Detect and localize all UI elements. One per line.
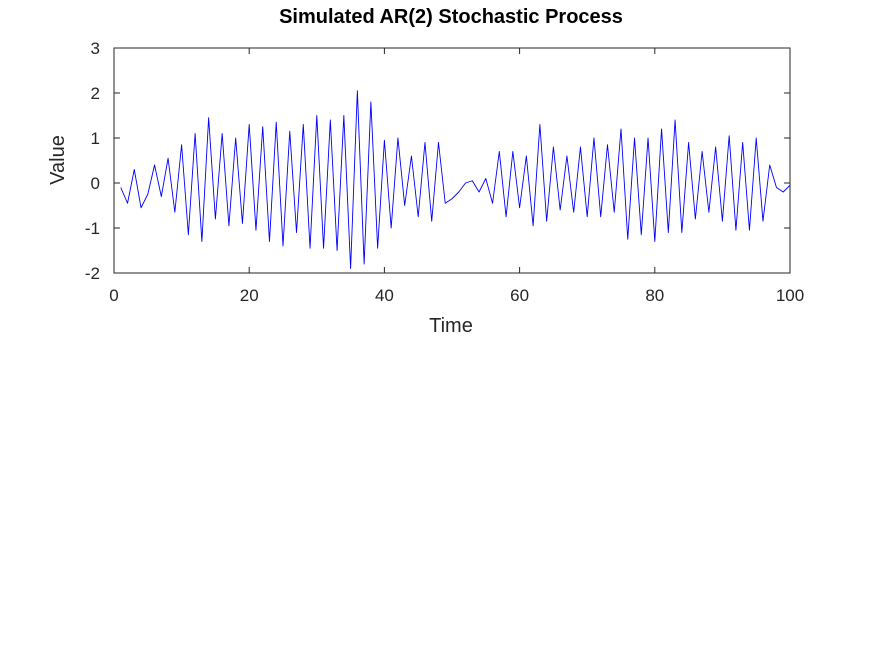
- x-tick-label: 0: [109, 286, 118, 305]
- x-tick-label: 100: [776, 286, 804, 305]
- y-tick-label: -2: [85, 264, 100, 283]
- y-tick-label: 3: [91, 39, 100, 58]
- y-tick-label: 2: [91, 84, 100, 103]
- chart-title: Simulated AR(2) Stochastic Process: [279, 6, 623, 28]
- plot-frame: [113, 47, 791, 274]
- x-axis-ticks: 0 20 40 60 80 100: [109, 48, 804, 305]
- series-line: [120, 90, 791, 269]
- x-tick-label: 20: [240, 286, 259, 305]
- y-axis-label: Value: [47, 135, 69, 185]
- y-tick-label: 1: [91, 129, 100, 148]
- x-axis-label: Time: [429, 315, 473, 337]
- y-axis-ticks: -2 -1 0 1 2 3: [85, 39, 790, 283]
- x-tick-label: 80: [645, 286, 664, 305]
- y-tick-label: 0: [91, 174, 100, 193]
- x-tick-label: 60: [510, 286, 529, 305]
- y-tick-label: -1: [85, 219, 100, 238]
- plot-area: 0 20 40 60 80 100 -2 -1 0 1 2 3: [85, 39, 804, 305]
- x-tick-label: 40: [375, 286, 394, 305]
